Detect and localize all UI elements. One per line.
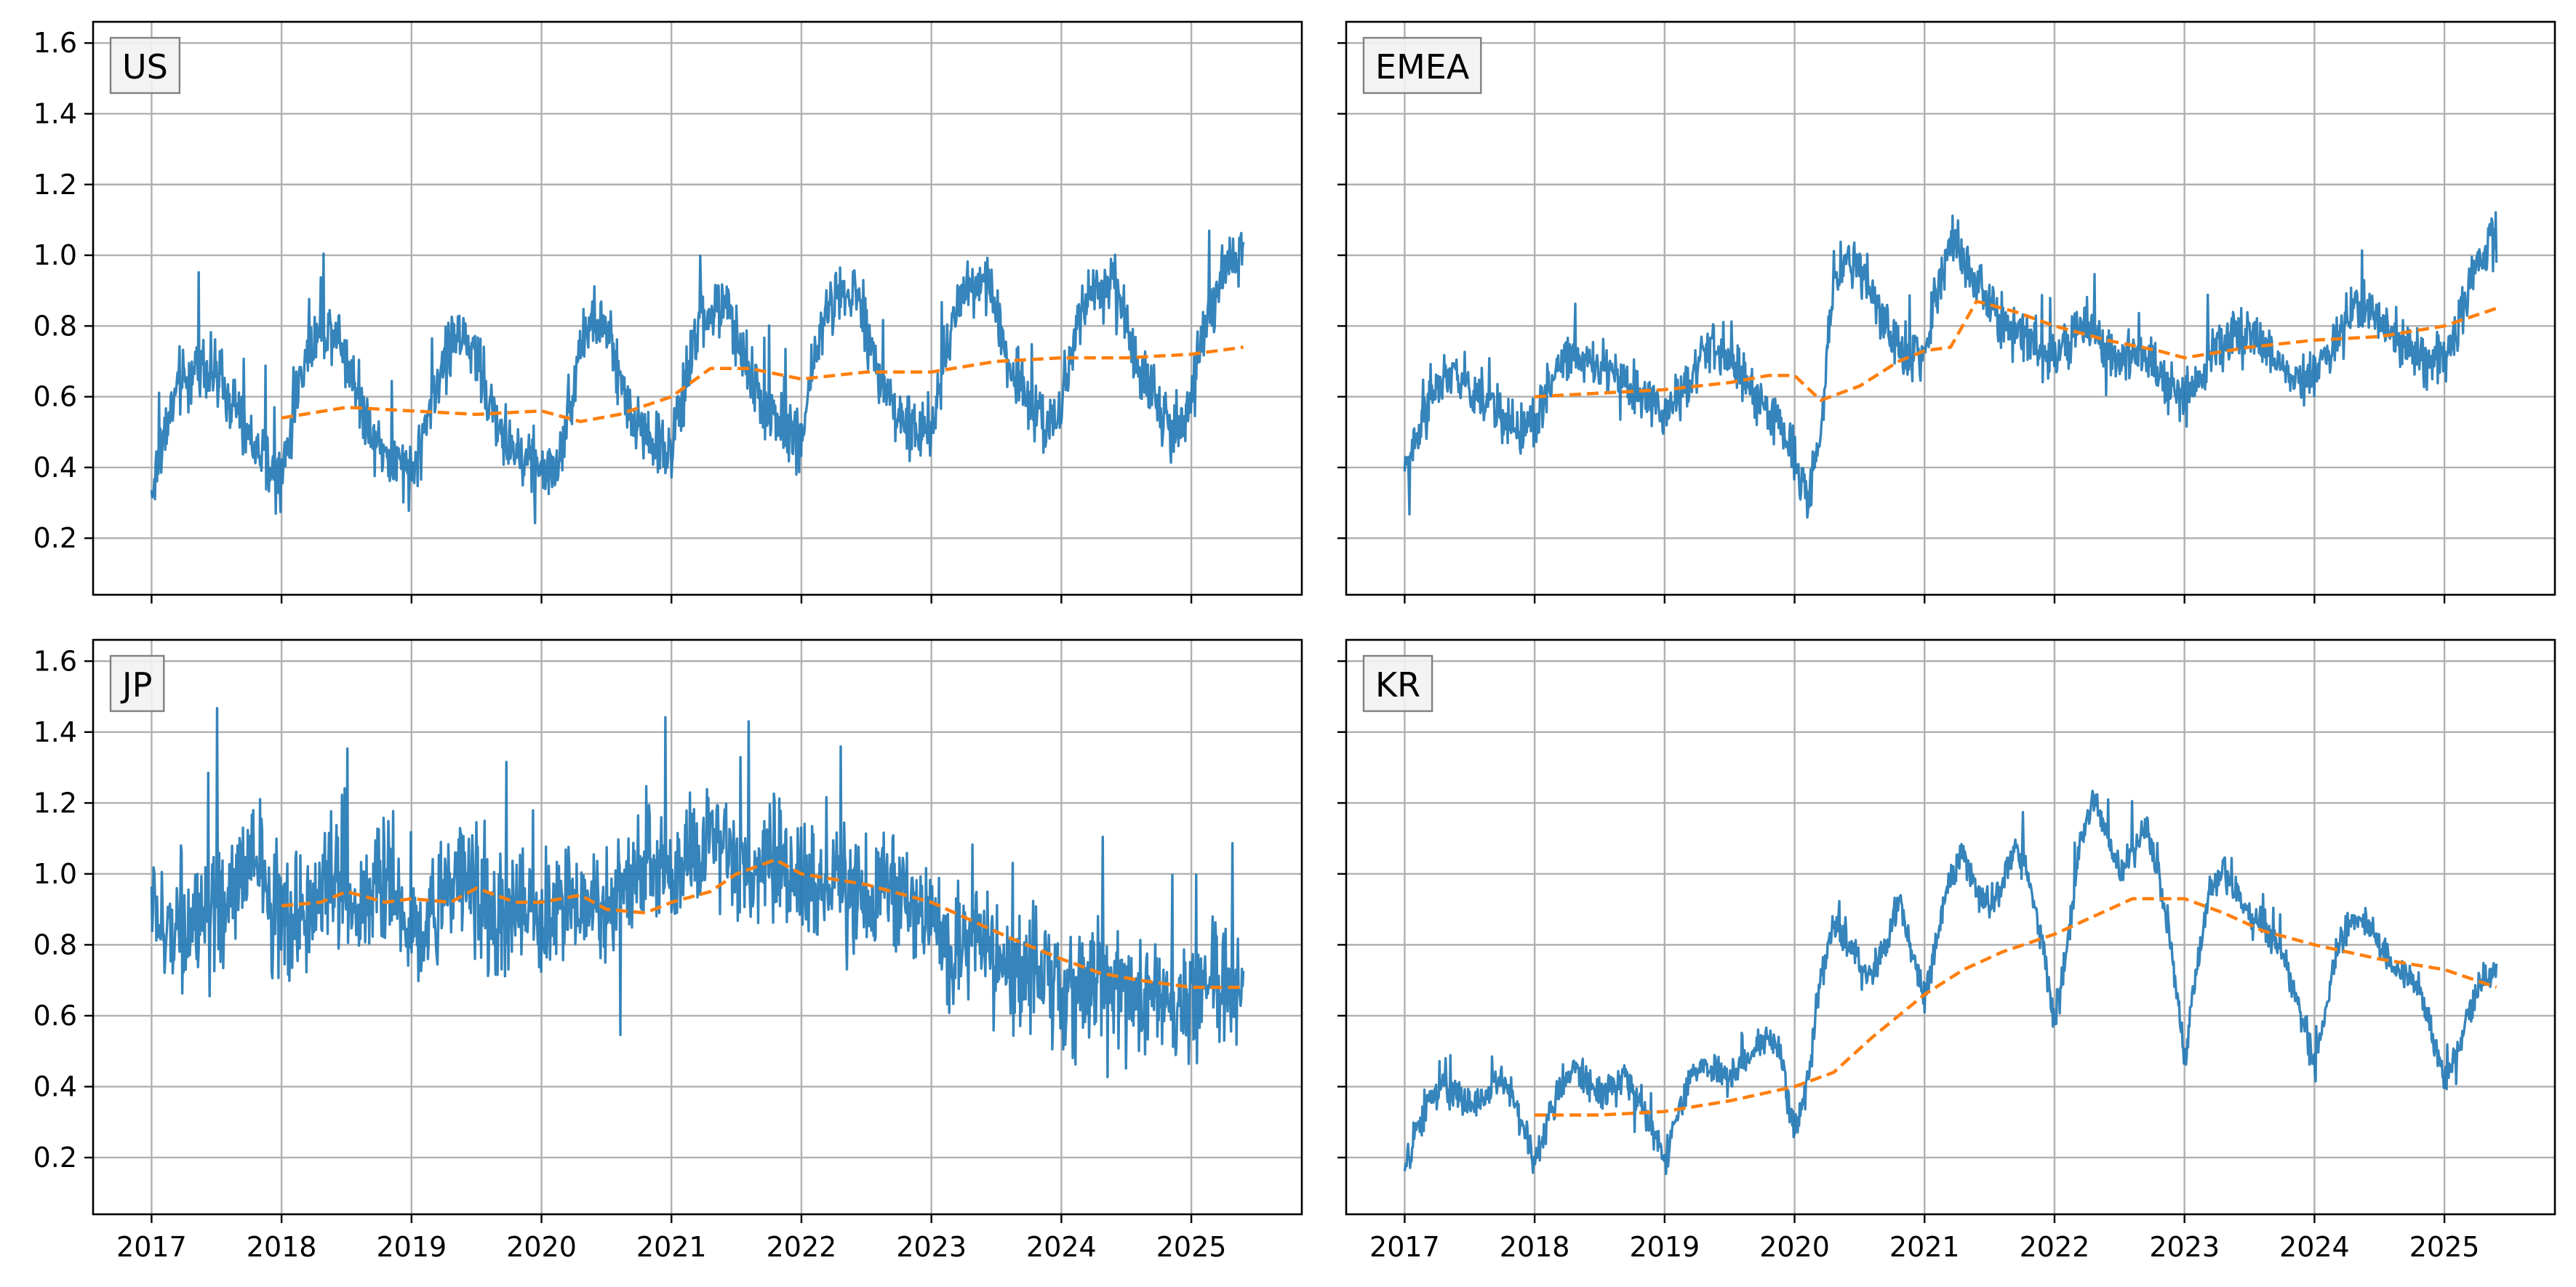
- y-tick-label: 0.6: [33, 1000, 77, 1032]
- series-daily-line: [150, 229, 1245, 525]
- y-tick-label: 0.4: [33, 452, 77, 484]
- series-daily-line: [1403, 789, 2498, 1176]
- x-tick-label: 2021: [636, 1231, 707, 1263]
- ticks: 0.2 0.4 0.6 0.8 1.0 1.2 1.4 1.6 2017 2018 2019 2020…: [33, 645, 1227, 1263]
- x-tick-label: 2019: [376, 1231, 447, 1263]
- grid: [93, 22, 1302, 595]
- series-rolling-mean-line: [281, 858, 1244, 990]
- panel-label-text: KR: [1375, 665, 1420, 705]
- y-tick-label: 0.8: [33, 929, 77, 961]
- panel-label-box: [109, 36, 181, 95]
- ticks: 0.2 0.4 0.6 0.8 1.0 1.2 1.4 1.6: [33, 27, 1193, 604]
- series-daily-line: [1403, 211, 2498, 519]
- plot-frame: [1345, 20, 2556, 596]
- y-tick-label: 1.4: [33, 97, 77, 129]
- panel-label-box: [109, 654, 165, 713]
- plot-frame: [1345, 638, 2556, 1216]
- panel-label-text: US: [122, 47, 168, 87]
- x-tick-label: 2023: [896, 1231, 967, 1263]
- series-rolling-mean-line: [281, 345, 1244, 423]
- x-tick-label: 2021: [1889, 1231, 1960, 1263]
- x-tick-label: 2017: [116, 1231, 187, 1263]
- x-tick-label: 2018: [1500, 1231, 1570, 1263]
- plot-frame: [92, 20, 1303, 596]
- panel-label: KR: [1362, 654, 1433, 713]
- y-tick-label: 0.6: [33, 381, 77, 413]
- series-group: [1403, 211, 2498, 519]
- x-tick-label: 2022: [767, 1231, 837, 1263]
- x-tick-label: 2023: [2149, 1231, 2220, 1263]
- panel-us: 0.2 0.4 0.6 0.8 1.0 1.2 1.4 1.6 US: [33, 20, 1303, 604]
- series-group: [150, 229, 1245, 525]
- y-tick-label: 0.8: [33, 310, 77, 342]
- series-daily-line: [150, 707, 1245, 1079]
- panel-jp: 0.2 0.4 0.6 0.8 1.0 1.2 1.4 1.6 2017 2018 2019 2020…: [33, 638, 1303, 1263]
- x-tick-label: 2018: [247, 1231, 317, 1263]
- x-tick-label: 2025: [2409, 1231, 2480, 1263]
- y-tick-label: 0.2: [33, 1142, 77, 1174]
- plot-frame: [92, 638, 1303, 1216]
- x-tick-label: 2019: [1629, 1231, 1700, 1263]
- panel-label-text: JP: [120, 665, 152, 705]
- x-tick-label: 2025: [1156, 1231, 1227, 1263]
- y-tick-label: 1.6: [33, 645, 77, 677]
- y-tick-label: 1.4: [33, 716, 77, 748]
- y-tick-label: 1.2: [33, 787, 77, 819]
- series-group: [1403, 789, 2498, 1176]
- x-tick-label: 2020: [506, 1231, 577, 1263]
- y-tick-label: 1.6: [33, 27, 77, 59]
- y-tick-label: 0.4: [33, 1070, 77, 1102]
- series-group: [150, 707, 1245, 1079]
- series-rolling-mean-line: [1534, 300, 2497, 402]
- panel-label: EMEA: [1362, 36, 1482, 95]
- ticks: 2017 2018 2019 2020 2021 2022 2023 2024 2025: [1337, 660, 2480, 1263]
- y-tick-label: 0.2: [33, 522, 77, 554]
- y-tick-label: 1.0: [33, 239, 77, 271]
- ticks: [1337, 41, 2446, 604]
- panel-label-box: [1362, 654, 1433, 713]
- panel-kr: 2017 2018 2019 2020 2021 2022 2023 2024 2025 KR: [1337, 638, 2556, 1263]
- panel-label-text: EMEA: [1375, 47, 1470, 87]
- x-tick-label: 2017: [1369, 1231, 1440, 1263]
- panel-label-box: [1362, 36, 1482, 95]
- panel-label: US: [109, 36, 181, 95]
- y-tick-label: 1.2: [33, 169, 77, 201]
- x-tick-label: 2020: [1759, 1231, 1830, 1263]
- x-tick-label: 2024: [1026, 1231, 1097, 1263]
- y-tick-label: 1.0: [33, 858, 77, 890]
- x-tick-label: 2022: [2020, 1231, 2090, 1263]
- x-tick-label: 2024: [2279, 1231, 2350, 1263]
- grid: [1346, 640, 2555, 1214]
- panel-label: JP: [109, 654, 165, 713]
- panel-emea: EMEA: [1337, 20, 2556, 604]
